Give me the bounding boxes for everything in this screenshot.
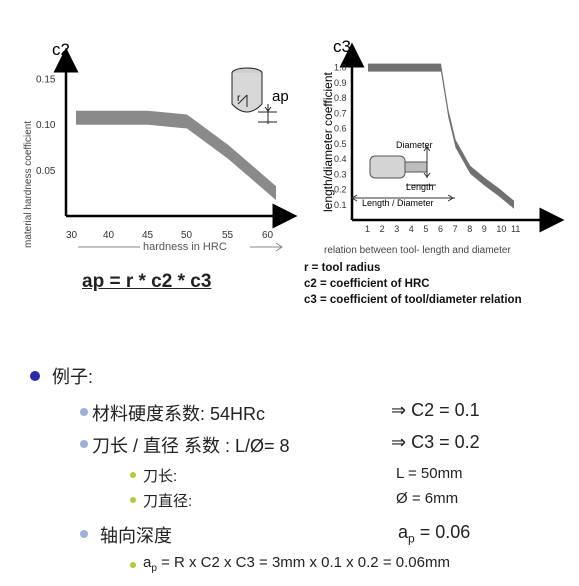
chart2-y-tick: 0.3 [334,169,347,179]
inset-ratio-label: Length / Diameter [362,198,434,208]
legend-r: r = tool radius [304,262,381,274]
chart2-y-short: c3 [333,37,351,56]
chart2-x-tick: 2 [380,224,385,234]
example-line1-result: ⇒ C2 = 0.1 [391,400,480,420]
chart2-x-tick: 10 [496,224,506,234]
depth-label: 轴向深度 [100,526,172,546]
chart1-y-label: material hardness coefficient [23,121,34,248]
chart2-x-tick: 6 [438,224,443,234]
hardness-chart: c2 material hardness coefficient hardnes… [23,40,298,253]
ratio-chart: c3 length/diameter coefficient relation … [321,37,565,256]
chart1-y-tick: 0.10 [36,120,56,131]
sub2-label: 刀直径: [143,493,193,510]
bullet-sub-2 [130,497,136,503]
chart2-x-tick: 8 [467,224,472,234]
chart1-y-short: c2 [52,40,70,59]
calc-line: ap = R x C2 x C3 = 3mm x 0.1 x 0.2 = 0.0… [143,554,450,574]
chart2-curve [368,63,514,209]
sub2-value: Ø = 6mm [396,490,459,507]
chart1-y-tick: 0.05 [36,166,56,177]
bullet-2 [80,440,88,448]
bullet-sub-1 [130,472,136,478]
chart1-xlabel-arrow [250,242,283,252]
chart2-y-tick: 0.1 [334,200,347,210]
chart2-y-tick: 0.8 [334,93,347,103]
chart2-y-tick: 0.7 [334,108,347,118]
chart2-y-tick: 0.9 [334,78,347,88]
tool-inset-icon [231,67,277,124]
chart2-y-tick: 0.4 [334,154,347,164]
example-line2-result: ⇒ C3 = 0.2 [391,432,480,452]
chart1-x-tick: 55 [222,230,234,241]
chart2-y-label: length/diameter coefficient [321,71,335,212]
chart2-x-tick: 5 [423,224,428,234]
sub1-label: 刀长: [143,468,178,485]
chart1-x-tick: 40 [103,230,115,241]
bullet-sub-3 [130,562,136,568]
inset-diameter-label: Diameter [396,140,433,150]
chart2-y-tick: 0.6 [334,124,347,134]
chart2-x-tick: 7 [453,224,458,234]
chart2-x-tick: 1 [365,224,370,234]
sub1-value: L = 50mm [396,465,463,482]
chart2-y-tick: 1.0 [334,63,347,73]
chart2-x-label: relation between tool- length and diamet… [324,245,511,256]
chart2-x-tick: 11 [511,224,520,234]
formula: ap = r * c2 * c3 [82,271,212,292]
inset-length-label: Length [406,182,434,192]
chart1-y-tick: 0.15 [36,74,56,85]
chart2-x-tick: 9 [482,224,487,234]
legend-c2: c2 = coefficient of HRC [304,278,430,290]
bullet-3 [80,530,88,538]
inset-ap-label: ap [272,88,289,105]
chart1-x-tick: 60 [262,230,274,241]
chart1-x-tick: 30 [66,230,78,241]
legend-c3: c3 = coefficient of tool/diameter relati… [304,294,522,306]
figure-area: c2 material hardness coefficient hardnes… [23,37,565,256]
example-line1-label: 材料硬度系数: 54HRc [92,404,266,424]
example-title: 例子: [52,367,94,387]
bullet-main [30,371,40,381]
chart1-x-tick: 45 [142,230,154,241]
inset-r-label: r [237,93,241,104]
endmill-inset-icon [351,146,455,202]
chart2-x-tick: 4 [409,224,414,234]
chart2-y-tick: 0.2 [334,185,347,195]
bullet-1 [80,408,88,416]
chart2-y-tick: 0.5 [334,139,347,149]
depth-value: ap = 0.06 [398,522,471,546]
chart1-x-tick: 50 [181,230,193,241]
chart2-x-tick: 3 [394,224,399,234]
example-line2-label: 刀长 / 直径 系数 : L/Ø= 8 [92,436,290,456]
chart1-x-label: hardness in HRC [143,241,227,253]
chart1-curve [76,110,276,201]
